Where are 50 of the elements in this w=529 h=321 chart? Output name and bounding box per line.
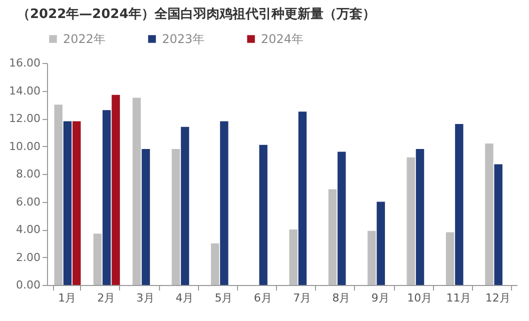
bar <box>180 126 190 285</box>
y-tick-label: 16.00 <box>9 56 40 70</box>
bar <box>446 232 454 285</box>
bar <box>289 230 298 285</box>
bar <box>210 243 220 285</box>
y-tick-label: 4.00 <box>16 223 40 236</box>
y-tick-label: 2.00 <box>16 250 40 264</box>
x-tick-label: 2月 <box>97 292 116 304</box>
legend-label: 2023年 <box>162 32 205 46</box>
x-tick-label: 11月 <box>446 292 472 304</box>
bar <box>112 94 120 285</box>
x-tick-label: 9月 <box>371 292 390 304</box>
x-tick-label: 10月 <box>407 292 432 304</box>
bar <box>142 149 150 285</box>
bar <box>485 143 494 285</box>
x-tick-label: 3月 <box>136 292 154 304</box>
y-tick-label: 14.00 <box>9 84 40 98</box>
legend-label: 2024年 <box>261 32 304 46</box>
x-tick-label: 7月 <box>293 292 312 304</box>
bar <box>93 234 102 285</box>
x-tick-label: 4月 <box>176 292 194 304</box>
bar <box>54 104 62 285</box>
bar <box>298 112 307 285</box>
x-tick-label: 1月 <box>58 292 76 304</box>
bar <box>172 149 180 285</box>
bar <box>63 121 72 285</box>
bar <box>72 121 81 285</box>
bar <box>406 157 415 285</box>
bar <box>376 202 385 285</box>
bar <box>102 110 111 285</box>
x-tick-label: 12月 <box>485 292 510 304</box>
y-tick-label: 12.00 <box>9 112 40 125</box>
x-tick-label: 6月 <box>254 292 272 304</box>
bar <box>455 124 464 285</box>
bar <box>416 149 424 285</box>
bar <box>328 189 337 285</box>
bar <box>132 98 141 285</box>
y-tick-label: 0.00 <box>16 278 40 292</box>
x-tick-label: 8月 <box>332 292 350 304</box>
y-tick-label: 10.00 <box>9 140 40 153</box>
bar <box>259 144 268 285</box>
bar <box>338 152 346 285</box>
bar <box>220 121 228 285</box>
y-tick-label: 8.00 <box>16 168 40 180</box>
chart-title: （2022年—2024年）全国白羽肉鸡祖代引种更新量（万套） <box>17 6 376 22</box>
x-tick-label: 5月 <box>214 292 233 304</box>
y-tick-label: 6.00 <box>16 195 40 208</box>
bar <box>368 230 376 285</box>
legend-label: 2022年 <box>63 32 106 46</box>
bar <box>494 164 502 285</box>
